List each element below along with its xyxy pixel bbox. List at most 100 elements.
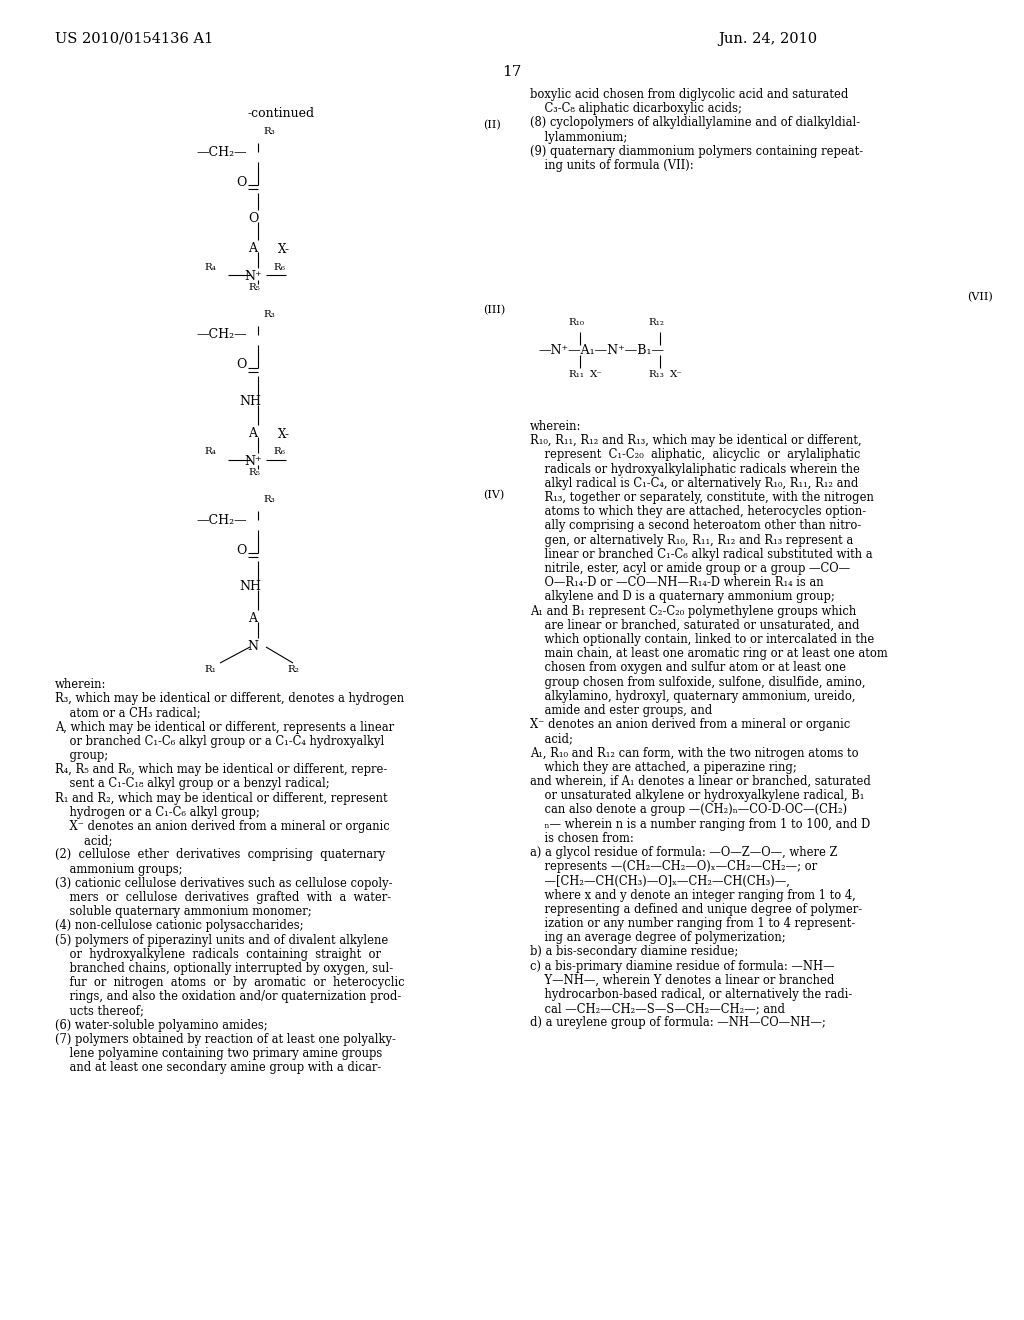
Text: which they are attached, a piperazine ring;: which they are attached, a piperazine ri… xyxy=(530,760,797,774)
Text: R₁₃: R₁₃ xyxy=(648,370,664,379)
Text: (VII): (VII) xyxy=(968,292,993,302)
Text: A: A xyxy=(249,242,257,255)
Text: N⁺: N⁺ xyxy=(244,271,262,282)
Text: (3) cationic cellulose derivatives such as cellulose copoly-: (3) cationic cellulose derivatives such … xyxy=(55,876,392,890)
Text: N: N xyxy=(248,640,258,653)
Text: mers  or  cellulose  derivatives  grafted  with  a  water-: mers or cellulose derivatives grafted wi… xyxy=(55,891,391,904)
Text: radicals or hydroxyalkylaliphatic radicals wherein the: radicals or hydroxyalkylaliphatic radica… xyxy=(530,462,860,475)
Text: can also denote a group —(CH₂)ₙ—CO-D-OC—(CH₂): can also denote a group —(CH₂)ₙ—CO-D-OC—… xyxy=(530,804,847,816)
Text: A₁, R₁₀ and R₁₂ can form, with the two nitrogen atoms to: A₁, R₁₀ and R₁₂ can form, with the two n… xyxy=(530,747,859,759)
Text: wherein:: wherein: xyxy=(55,678,106,690)
Text: US 2010/0154136 A1: US 2010/0154136 A1 xyxy=(55,32,213,46)
Text: —CH₂—: —CH₂— xyxy=(196,513,247,527)
Text: a) a glycol residue of formula: —O—Z—O—, where Z: a) a glycol residue of formula: —O—Z—O—,… xyxy=(530,846,838,859)
Text: R₆: R₆ xyxy=(273,447,285,457)
Text: R₁ and R₂, which may be identical or different, represent: R₁ and R₂, which may be identical or dif… xyxy=(55,792,388,805)
Text: —N⁺—A₁—N⁺—B₁—: —N⁺—A₁—N⁺—B₁— xyxy=(538,343,664,356)
Text: group;: group; xyxy=(55,748,109,762)
Text: are linear or branched, saturated or unsaturated, and: are linear or branched, saturated or uns… xyxy=(530,619,859,632)
Text: -continued: -continued xyxy=(248,107,315,120)
Text: ammonium groups;: ammonium groups; xyxy=(55,862,182,875)
Text: X⁻: X⁻ xyxy=(590,370,603,379)
Text: R₅: R₅ xyxy=(248,282,260,292)
Text: X⁻ denotes an anion derived from a mineral or organic: X⁻ denotes an anion derived from a miner… xyxy=(55,820,390,833)
Text: soluble quaternary ammonium monomer;: soluble quaternary ammonium monomer; xyxy=(55,906,311,919)
Text: (5) polymers of piperazinyl units and of divalent alkylene: (5) polymers of piperazinyl units and of… xyxy=(55,933,388,946)
Text: X⁻: X⁻ xyxy=(670,370,683,379)
Text: Jun. 24, 2010: Jun. 24, 2010 xyxy=(719,32,817,46)
Text: and at least one secondary amine group with a dicar-: and at least one secondary amine group w… xyxy=(55,1061,381,1074)
Text: (9) quaternary diammonium polymers containing repeat-: (9) quaternary diammonium polymers conta… xyxy=(530,145,863,158)
Text: acid;: acid; xyxy=(55,834,113,847)
Text: gen, or alternatively R₁₀, R₁₁, R₁₂ and R₁₃ represent a: gen, or alternatively R₁₀, R₁₁, R₁₂ and … xyxy=(530,533,853,546)
Text: representing a defined and unique degree of polymer-: representing a defined and unique degree… xyxy=(530,903,862,916)
Text: sent a C₁-C₁₈ alkyl group or a benzyl radical;: sent a C₁-C₁₈ alkyl group or a benzyl ra… xyxy=(55,777,330,791)
Text: represent  C₁-C₂₀  aliphatic,  alicyclic  or  arylaliphatic: represent C₁-C₂₀ aliphatic, alicyclic or… xyxy=(530,449,860,462)
Text: b) a bis-secondary diamine residue;: b) a bis-secondary diamine residue; xyxy=(530,945,738,958)
Text: O: O xyxy=(236,359,247,371)
Text: —CH₂—: —CH₂— xyxy=(196,329,247,342)
Text: R₁: R₁ xyxy=(204,665,216,675)
Text: C₃-C₈ aliphatic dicarboxylic acids;: C₃-C₈ aliphatic dicarboxylic acids; xyxy=(530,102,741,115)
Text: (7) polymers obtained by reaction of at least one polyalky-: (7) polymers obtained by reaction of at … xyxy=(55,1034,396,1045)
Text: lylammonium;: lylammonium; xyxy=(530,131,628,144)
Text: X⁻ denotes an anion derived from a mineral or organic: X⁻ denotes an anion derived from a miner… xyxy=(530,718,850,731)
Text: X-: X- xyxy=(278,243,290,256)
Text: O: O xyxy=(236,176,247,189)
Text: R₁₀: R₁₀ xyxy=(568,318,584,327)
Text: Y—NH—, wherein Y denotes a linear or branched: Y—NH—, wherein Y denotes a linear or bra… xyxy=(530,974,835,987)
Text: wherein:: wherein: xyxy=(530,420,582,433)
Text: O—R₁₄-D or —CO—NH—R₁₄-D wherein R₁₄ is an: O—R₁₄-D or —CO—NH—R₁₄-D wherein R₁₄ is a… xyxy=(530,577,823,589)
Text: N⁺: N⁺ xyxy=(244,455,262,469)
Text: ₙ— wherein n is a number ranging from 1 to 100, and D: ₙ— wherein n is a number ranging from 1 … xyxy=(530,817,870,830)
Text: R₄: R₄ xyxy=(204,447,216,457)
Text: atoms to which they are attached, heterocycles option-: atoms to which they are attached, hetero… xyxy=(530,506,866,519)
Text: R₁₂: R₁₂ xyxy=(648,318,664,327)
Text: where x and y denote an integer ranging from 1 to 4,: where x and y denote an integer ranging … xyxy=(530,888,856,902)
Text: R₁₁: R₁₁ xyxy=(568,370,584,379)
Text: is chosen from:: is chosen from: xyxy=(530,832,634,845)
Text: NH: NH xyxy=(239,395,261,408)
Text: branched chains, optionally interrupted by oxygen, sul-: branched chains, optionally interrupted … xyxy=(55,962,393,975)
Text: ing an average degree of polymerization;: ing an average degree of polymerization; xyxy=(530,931,785,944)
Text: (4) non-cellulose cationic polysaccharides;: (4) non-cellulose cationic polysaccharid… xyxy=(55,920,303,932)
Text: and wherein, if A₁ denotes a linear or branched, saturated: and wherein, if A₁ denotes a linear or b… xyxy=(530,775,870,788)
Text: chosen from oxygen and sulfur atom or at least one: chosen from oxygen and sulfur atom or at… xyxy=(530,661,846,675)
Text: nitrile, ester, acyl or amide group or a group —CO—: nitrile, ester, acyl or amide group or a… xyxy=(530,562,850,576)
Text: alkyl radical is C₁-C₄, or alternatively R₁₀, R₁₁, R₁₂ and: alkyl radical is C₁-C₄, or alternatively… xyxy=(530,477,858,490)
Text: c) a bis-primary diamine residue of formula: —NH—: c) a bis-primary diamine residue of form… xyxy=(530,960,835,973)
Text: group chosen from sulfoxide, sulfone, disulfide, amino,: group chosen from sulfoxide, sulfone, di… xyxy=(530,676,865,689)
Text: —CH₂—: —CH₂— xyxy=(196,145,247,158)
Text: d) a ureylene group of formula: —NH—CO—NH—;: d) a ureylene group of formula: —NH—CO—N… xyxy=(530,1016,825,1030)
Text: represents —(CH₂—CH₂—O)ₓ—CH₂—CH₂—; or: represents —(CH₂—CH₂—O)ₓ—CH₂—CH₂—; or xyxy=(530,861,817,874)
Text: cal —CH₂—CH₂—S—S—CH₂—CH₂—; and: cal —CH₂—CH₂—S—S—CH₂—CH₂—; and xyxy=(530,1002,785,1015)
Text: R₁₃, together or separately, constitute, with the nitrogen: R₁₃, together or separately, constitute,… xyxy=(530,491,873,504)
Text: (6) water-soluble polyamino amides;: (6) water-soluble polyamino amides; xyxy=(55,1019,267,1032)
Text: (IV): (IV) xyxy=(483,490,504,500)
Text: R₃: R₃ xyxy=(263,127,274,136)
Text: R₄, R₅ and R₆, which may be identical or different, repre-: R₄, R₅ and R₆, which may be identical or… xyxy=(55,763,387,776)
Text: R₅: R₅ xyxy=(248,469,260,477)
Text: rings, and also the oxidation and/or quaternization prod-: rings, and also the oxidation and/or qua… xyxy=(55,990,401,1003)
Text: (II): (II) xyxy=(483,120,501,131)
Text: R₃, which may be identical or different, denotes a hydrogen: R₃, which may be identical or different,… xyxy=(55,692,404,705)
Text: ally comprising a second heteroatom other than nitro-: ally comprising a second heteroatom othe… xyxy=(530,519,861,532)
Text: ing units of formula (VII):: ing units of formula (VII): xyxy=(530,158,693,172)
Text: or branched C₁-C₆ alkyl group or a C₁-C₄ hydroxyalkyl: or branched C₁-C₆ alkyl group or a C₁-C₄… xyxy=(55,735,384,748)
Text: or unsaturated alkylene or hydroxyalkylene radical, B₁: or unsaturated alkylene or hydroxyalkyle… xyxy=(530,789,864,803)
Text: atom or a CH₃ radical;: atom or a CH₃ radical; xyxy=(55,706,201,719)
Text: —[CH₂—CH(CH₃)—O]ₓ—CH₂—CH(CH₃)—,: —[CH₂—CH(CH₃)—O]ₓ—CH₂—CH(CH₃)—, xyxy=(530,874,790,887)
Text: boxylic acid chosen from diglycolic acid and saturated: boxylic acid chosen from diglycolic acid… xyxy=(530,88,848,102)
Text: which optionally contain, linked to or intercalated in the: which optionally contain, linked to or i… xyxy=(530,634,874,645)
Text: A: A xyxy=(249,612,257,624)
Text: O: O xyxy=(248,213,258,224)
Text: R₄: R₄ xyxy=(204,263,216,272)
Text: fur  or  nitrogen  atoms  or  by  aromatic  or  heterocyclic: fur or nitrogen atoms or by aromatic or … xyxy=(55,977,404,989)
Text: amide and ester groups, and: amide and ester groups, and xyxy=(530,704,713,717)
Text: hydrogen or a C₁-C₆ alkyl group;: hydrogen or a C₁-C₆ alkyl group; xyxy=(55,805,260,818)
Text: alkylamino, hydroxyl, quaternary ammonium, ureido,: alkylamino, hydroxyl, quaternary ammoniu… xyxy=(530,690,855,702)
Text: ization or any number ranging from 1 to 4 represent-: ization or any number ranging from 1 to … xyxy=(530,917,855,931)
Text: (III): (III) xyxy=(483,305,505,315)
Text: NH: NH xyxy=(239,579,261,593)
Text: alkylene and D is a quaternary ammonium group;: alkylene and D is a quaternary ammonium … xyxy=(530,590,835,603)
